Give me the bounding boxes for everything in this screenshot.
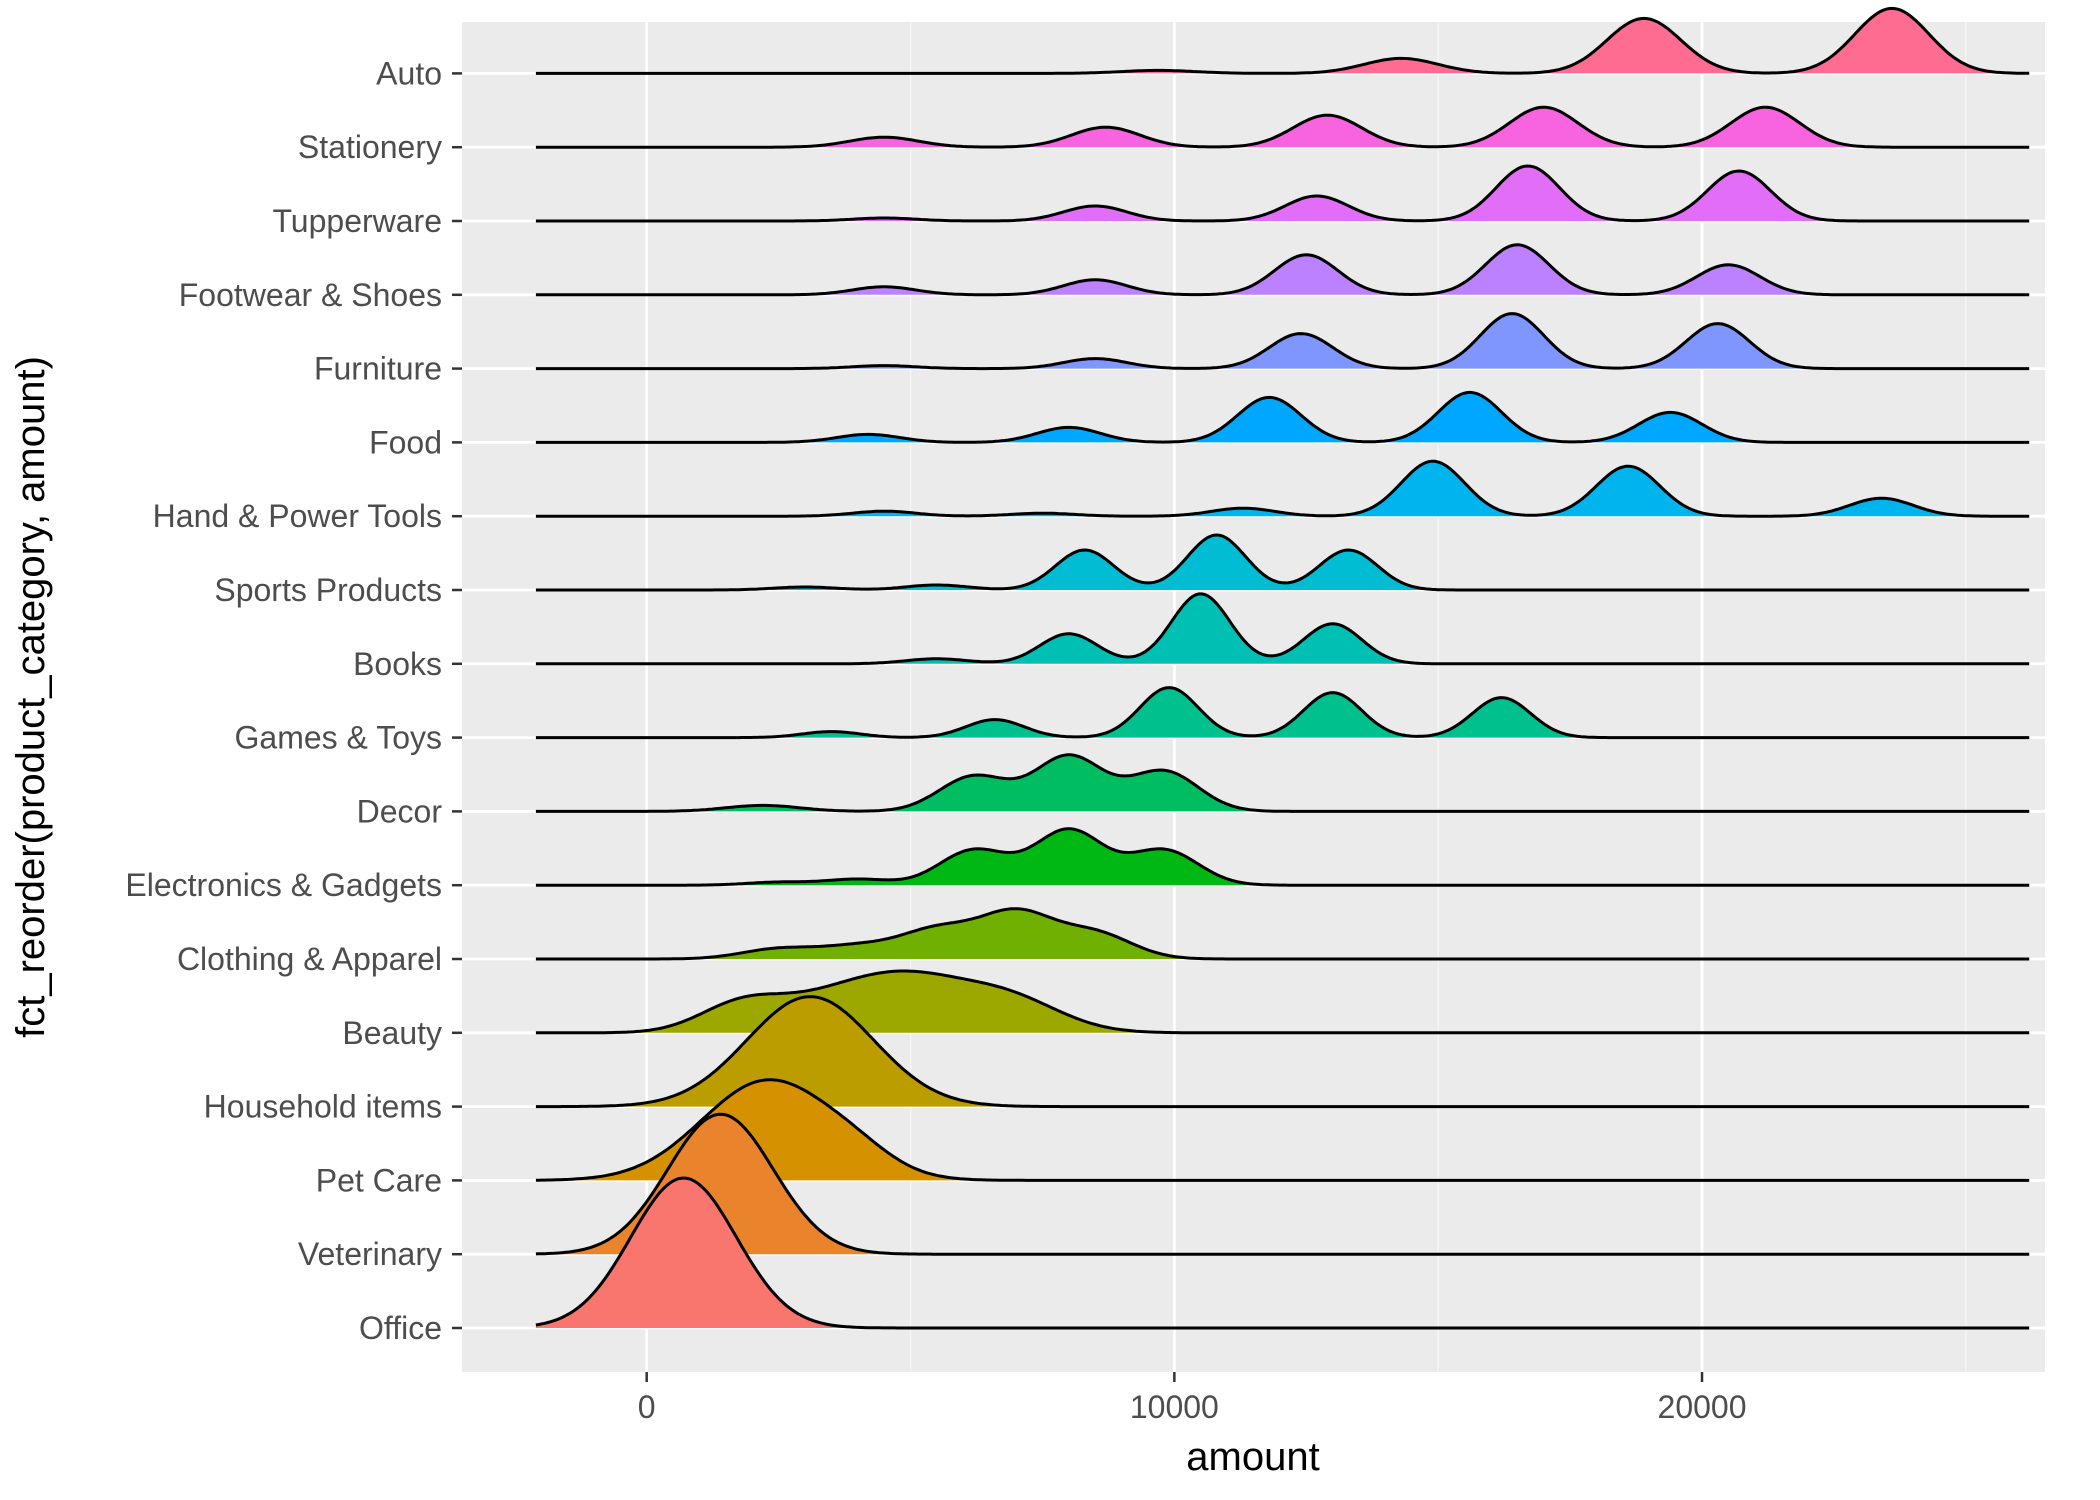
ridge-pet-care [535, 1078, 2030, 1182]
ridge-line [535, 459, 2030, 518]
ridge-fill [547, 1079, 990, 1181]
ridge-office [535, 1176, 2030, 1330]
ridge-line [535, 533, 2030, 592]
x-axis-title: amount [1186, 1435, 1319, 1479]
ridge-fill [1082, 8, 2012, 74]
ridge-fill [622, 971, 1161, 1033]
y-tick-label: Household items [204, 1089, 442, 1125]
y-tick-label: Electronics & Gadgets [125, 867, 442, 903]
ridge-food [535, 390, 2030, 444]
y-tick-label: Clothing & Apparel [177, 941, 442, 977]
y-axis: Office Veterinary Pet Care Household items B… [125, 55, 462, 1346]
ridge-tupperware [535, 164, 2030, 223]
ridge-furniture [535, 312, 2030, 371]
ridge-clothing-apparel [535, 907, 2030, 961]
ridge-footwear-shoes [535, 243, 2030, 297]
ridge-line [535, 164, 2030, 223]
y-tick-label: Decor [357, 793, 443, 829]
y-tick-label: Furniture [314, 351, 442, 387]
ridge-games-toys [535, 686, 2030, 740]
y-tick-label: Sports Products [214, 572, 442, 608]
y-tick-label: Games & Toys [235, 720, 442, 756]
ridge-fill [864, 593, 1420, 664]
ridge-line [535, 592, 2030, 666]
ridge-line [535, 995, 2030, 1109]
ridge-fill [538, 1114, 901, 1255]
ridge-stationery [535, 105, 2030, 149]
ridge-line [535, 1112, 2030, 1256]
y-tick-label: Veterinary [298, 1236, 442, 1272]
ridge-fill [535, 1178, 865, 1328]
ridge-fill [715, 828, 1268, 886]
y-tick-label: Books [353, 646, 442, 682]
ridge-fill [744, 535, 1435, 590]
ridge-veterinary [535, 1112, 2030, 1256]
y-tick-label: Food [369, 424, 442, 460]
ridge-decor [535, 753, 2030, 813]
ridge-line [535, 312, 2030, 371]
ridge-fill [688, 908, 1199, 959]
y-tick-label: Auto [376, 55, 442, 91]
x-tick-label: 0 [638, 1389, 656, 1425]
density-ridges [535, 6, 2030, 1330]
ridge-line [535, 1078, 2030, 1182]
x-axis: 0 10000 20000 [638, 1372, 1747, 1425]
ridge-line [535, 969, 2030, 1035]
ridge-electronics-gadgets [535, 827, 2030, 887]
x-tick-label: 20000 [1658, 1389, 1747, 1425]
x-tick-label: 10000 [1130, 1389, 1219, 1425]
ridge-fill [819, 313, 1815, 369]
ridge-line [535, 105, 2030, 149]
y-tick-label: Footwear & Shoes [179, 277, 442, 313]
ridge-auto [535, 6, 2030, 75]
ridge-hand-power-tools [535, 459, 2030, 518]
ridge-sports-products [535, 533, 2030, 592]
ridge-line [535, 390, 2030, 444]
ridge-line [535, 686, 2030, 740]
ridge-beauty [535, 969, 2030, 1035]
ridge-line [535, 1176, 2030, 1330]
ridge-line [535, 6, 2030, 75]
ridge-line [535, 827, 2030, 887]
ridge-fill [679, 754, 1265, 812]
ridge-books [535, 592, 2030, 666]
y-tick-label: Stationery [298, 129, 442, 165]
ridge-fill [813, 461, 1970, 517]
ridge-household-items [535, 995, 2030, 1109]
y-tick-label: Beauty [342, 1015, 442, 1051]
y-tick-label: Tupperware [272, 203, 442, 239]
y-tick-label: Office [359, 1310, 442, 1346]
ridge-line [535, 753, 2030, 813]
ridge-line [535, 243, 2030, 297]
ridge-fill [795, 107, 1871, 148]
y-axis-title: fct_reorder(product_category, amount) [9, 356, 53, 1038]
y-tick-label: Pet Care [316, 1162, 442, 1198]
y-tick-label: Hand & Power Tools [153, 498, 442, 534]
ridge-line [535, 907, 2030, 961]
